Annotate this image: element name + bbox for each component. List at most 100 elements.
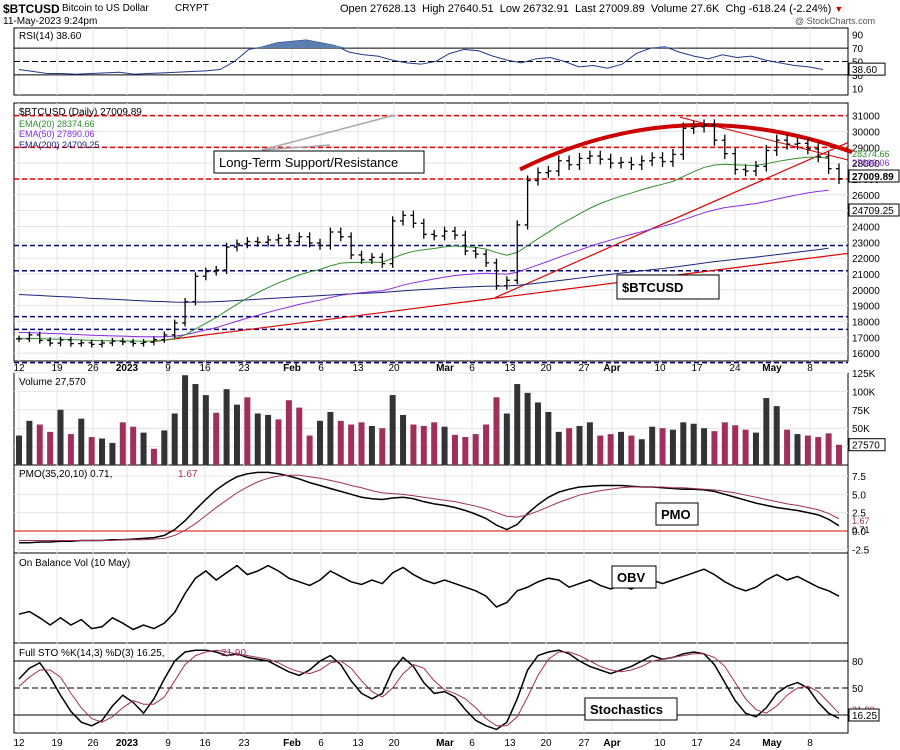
volume-tick: 125K	[852, 369, 876, 380]
volume-bar	[524, 392, 531, 465]
price-tick: 20000	[852, 286, 880, 297]
x-tick-price: 6	[469, 363, 475, 374]
ema50-line	[18, 189, 829, 338]
volume-bar	[669, 429, 676, 465]
volume-bar	[379, 428, 386, 465]
trendline-long	[149, 252, 849, 343]
rsi-tick: 10	[852, 84, 864, 95]
x-tick-bottom: 6	[469, 738, 475, 749]
x-tick-price: Feb	[283, 363, 301, 374]
x-tick-price: 2023	[116, 363, 139, 374]
volume-bar	[78, 418, 85, 465]
ema200-box	[848, 203, 900, 217]
sto-d-line	[18, 649, 840, 727]
last-label: Last	[574, 3, 596, 15]
x-tick-bottom: 20	[540, 738, 552, 749]
x-tick-price: 19	[51, 363, 63, 374]
chart-header: $BTCUSD Bitcoin to US Dollar CRYPT 11-Ma…	[0, 0, 900, 28]
volume-bar	[493, 397, 500, 465]
low-label: Low	[499, 3, 520, 15]
annotation-box	[213, 150, 425, 174]
price-tick: 18000	[852, 317, 880, 328]
x-tick-price: 23	[238, 363, 250, 374]
pmo-tick: -2.5	[852, 545, 870, 556]
chart-date: 11-May-2023 9:24pm	[3, 16, 98, 27]
volume-value-box	[848, 438, 886, 452]
x-tick-bottom: 24	[729, 738, 741, 749]
volume-bar	[99, 438, 106, 465]
ema20-line	[18, 156, 829, 342]
volume-bar	[182, 375, 189, 465]
volume-bar	[306, 435, 313, 465]
volume-bar	[431, 422, 438, 465]
pmo-tick: 5.0	[852, 490, 866, 501]
right-label-last: 27009.89	[852, 172, 894, 183]
price-tick: 29000	[852, 143, 880, 154]
labels-layer: 12 12 19 19 26 26 2023 2023 9 9 16 16 23 23 Feb Feb 6 6 13…	[13, 31, 900, 749]
volume-bar	[441, 426, 448, 465]
x-tick-bottom: 23	[238, 738, 250, 749]
volume-bar	[701, 428, 708, 465]
rsi-title: RSI(14) 38.60	[19, 31, 82, 42]
rsi-value-box	[848, 62, 886, 76]
volume-bar	[265, 414, 272, 465]
volume-bar	[566, 428, 573, 465]
volume-bar	[57, 409, 64, 465]
low-value: 26732.91	[522, 3, 569, 15]
volume-bar	[815, 437, 822, 465]
series-layer	[14, 39, 853, 731]
volume-tick: 75K	[852, 406, 870, 417]
trendline-rising	[494, 142, 849, 299]
obv-label-box	[611, 565, 657, 589]
x-tick-bottom: 8	[807, 738, 813, 749]
obv-label: OBV	[617, 570, 646, 585]
symbol-label-box	[616, 274, 720, 300]
watermark: @ StockCharts.com	[795, 16, 876, 26]
volume-bar	[358, 422, 365, 465]
price-tick: 24000	[852, 222, 880, 233]
volume-bar	[711, 431, 718, 465]
volume-bar	[420, 425, 427, 465]
volume-bar	[254, 413, 261, 465]
price-title: $BTCUSD (Daily) 27009.89	[19, 107, 142, 118]
volume-bar	[161, 430, 168, 465]
volume-bar	[534, 402, 541, 465]
volume-bar	[36, 424, 43, 465]
x-tick-bottom: 12	[13, 738, 25, 749]
sto-tick: 80	[852, 657, 864, 668]
x-tick-bottom: 9	[165, 738, 171, 749]
volume-bar	[576, 425, 583, 465]
volume-bar	[368, 425, 375, 465]
volume-bar	[451, 434, 458, 465]
obv-line	[18, 564, 840, 631]
right-label-ema50: 27890.06	[852, 158, 890, 168]
sto-label: Stochastics	[590, 702, 663, 717]
x-tick-price: 20	[540, 363, 552, 374]
x-tick-bottom: May	[762, 738, 782, 749]
volume-bar	[348, 424, 355, 465]
volume-value: 27.6K	[690, 3, 720, 15]
pmo-label-box	[655, 502, 699, 526]
price-tick: 22000	[852, 254, 880, 265]
x-tick-bottom: 20	[388, 738, 400, 749]
obv-title: On Balance Vol (10 May)	[19, 558, 130, 569]
volume-bar	[119, 422, 126, 465]
volume-bar	[47, 431, 54, 465]
volume-bar	[732, 425, 739, 465]
volume-bar	[296, 407, 303, 465]
pmo-signal-line	[19, 474, 840, 542]
volume-bar	[16, 435, 22, 465]
price-tick: 17000	[852, 333, 880, 344]
pmo-right-value: 0.71	[852, 525, 870, 535]
volume-bar	[223, 389, 230, 465]
sto-value-box	[848, 708, 880, 722]
price-tick: 30000	[852, 127, 880, 138]
volume-value: 27570	[852, 441, 880, 452]
volume-tick: 100K	[852, 387, 876, 398]
volume-bar	[140, 432, 147, 465]
x-tick-price: 24	[729, 363, 741, 374]
volume-bar	[628, 435, 635, 465]
exchange: CRYPT	[175, 3, 209, 14]
right-label-ema20: 28374.66	[852, 149, 890, 159]
volume-bar	[607, 434, 614, 465]
